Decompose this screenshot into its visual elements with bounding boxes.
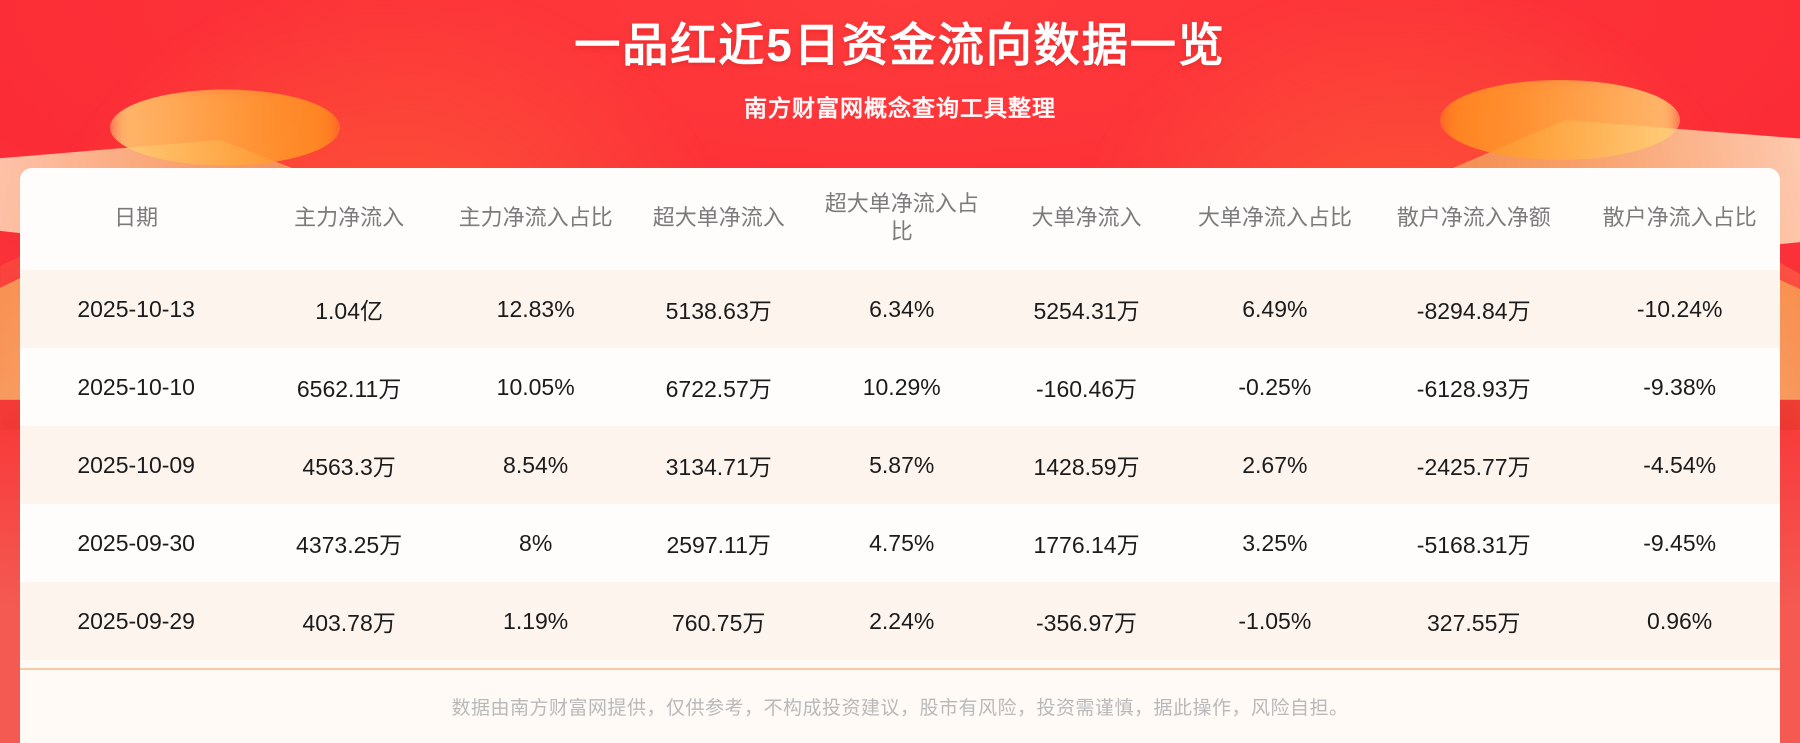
column-header-xl-netflow: 超大单净流入 [625, 168, 812, 271]
cell-value: -8294.84万 [1368, 270, 1580, 349]
cell-value: 6722.57万 [625, 348, 812, 427]
column-header-main-netflow: 主力净流入 [252, 168, 446, 271]
glow-blob-right [1440, 80, 1680, 160]
cell-value: 1.19% [445, 582, 626, 661]
fund-flow-table: 日期 主力净流入 主力净流入占比 超大单净流入 超大单净流入占比 大单净流入 大… [20, 168, 1780, 661]
cell-value: 4.75% [811, 504, 992, 583]
cell-value: 1428.59万 [991, 426, 1182, 505]
cell-date: 2025-10-10 [20, 348, 253, 427]
cell-value: -10.24% [1579, 270, 1780, 349]
cell-value: 5138.63万 [625, 270, 812, 349]
cell-value: 6562.11万 [252, 348, 446, 427]
cell-value: 12.83% [445, 270, 626, 349]
table-row: 2025-10-09 4563.3万 8.54% 3134.71万 5.87% 1428.… [20, 426, 1780, 505]
cell-value: 3.25% [1181, 504, 1369, 583]
table-header-row: 日期 主力净流入 主力净流入占比 超大单净流入 超大单净流入占比 大单净流入 大… [20, 168, 1780, 271]
column-header-l-netflow-pct: 大单净流入占比 [1181, 168, 1369, 271]
cell-value: 403.78万 [252, 582, 446, 661]
glow-blob-left [110, 89, 340, 166]
footer: 数据由南方财富网提供，仅供参考，不构成投资建议，股市有风险，投资需谨慎，据此操作… [20, 668, 1780, 743]
cell-value: 4373.25万 [252, 504, 446, 583]
cell-value: -9.45% [1579, 504, 1780, 583]
cell-value: 1.04亿 [252, 270, 446, 349]
column-header-date: 日期 [20, 168, 253, 271]
disclaimer-text: 数据由南方财富网提供，仅供参考，不构成投资建议，股市有风险，投资需谨慎，据此操作… [451, 698, 1349, 719]
column-header-retail-netflow: 散户净流入净额 [1368, 168, 1580, 271]
cell-value: -2425.77万 [1368, 426, 1580, 505]
cell-value: 10.05% [445, 348, 626, 427]
cell-value: -0.25% [1181, 348, 1369, 427]
table-body: 2025-10-13 1.04亿 12.83% 5138.63万 6.34% 5254.3… [20, 270, 1780, 661]
cell-value: -356.97万 [991, 582, 1182, 661]
table-row: 2025-10-13 1.04亿 12.83% 5138.63万 6.34% 5254.3… [20, 270, 1780, 349]
column-header-l-netflow: 大单净流入 [991, 168, 1182, 271]
cell-value: -4.54% [1579, 426, 1780, 505]
cell-value: -9.38% [1579, 348, 1780, 427]
cell-value: 2597.11万 [625, 504, 812, 583]
cell-date: 2025-10-09 [20, 426, 253, 505]
table-row: 2025-10-10 6562.11万 10.05% 6722.57万 10.29% -1… [20, 348, 1780, 427]
column-header-xl-netflow-pct: 超大单净流入占比 [811, 168, 992, 271]
cell-value: 5.87% [811, 426, 992, 505]
cell-date: 2025-10-13 [20, 270, 253, 349]
page-subtitle: 南方财富网概念查询工具整理 [744, 95, 1056, 122]
cell-value: 327.55万 [1368, 582, 1580, 661]
page-header: 一品红近5日资金流向数据一览 南方财富网概念查询工具整理 [0, 0, 1800, 123]
cell-value: 6.49% [1181, 270, 1369, 349]
page-title: 一品红近5日资金流向数据一览 [574, 19, 1226, 71]
table-row: 2025-09-30 4373.25万 8% 2597.11万 4.75% 1776.14… [20, 504, 1780, 583]
cell-value: 2.67% [1181, 426, 1369, 505]
cell-value: 8.54% [445, 426, 626, 505]
table-header: 日期 主力净流入 主力净流入占比 超大单净流入 超大单净流入占比 大单净流入 大… [20, 168, 1780, 271]
cell-value: -5168.31万 [1368, 504, 1580, 583]
data-table-card: 南方财富网 southmoney.com 日期 主力净流入 主力净流入占比 超大… [20, 168, 1780, 668]
column-header-retail-netflow-pct: 散户净流入占比 [1579, 168, 1780, 271]
cell-value: 2.24% [811, 582, 992, 661]
cell-date: 2025-09-30 [20, 504, 253, 583]
cell-value: -1.05% [1181, 582, 1369, 661]
cell-value: 760.75万 [625, 582, 812, 661]
cell-value: 4563.3万 [252, 426, 446, 505]
cell-value: -6128.93万 [1368, 348, 1580, 427]
cell-value: 6.34% [811, 270, 992, 349]
cell-value: 5254.31万 [991, 270, 1182, 349]
column-header-main-netflow-pct: 主力净流入占比 [445, 168, 626, 271]
cell-value: 8% [445, 504, 626, 583]
cell-value: 0.96% [1579, 582, 1780, 661]
cell-value: 3134.71万 [625, 426, 812, 505]
cell-date: 2025-09-29 [20, 582, 253, 661]
cell-value: 10.29% [811, 348, 992, 427]
cell-value: 1776.14万 [991, 504, 1182, 583]
table-row: 2025-09-29 403.78万 1.19% 760.75万 2.24% -356.9… [20, 582, 1780, 661]
cell-value: -160.46万 [991, 348, 1182, 427]
